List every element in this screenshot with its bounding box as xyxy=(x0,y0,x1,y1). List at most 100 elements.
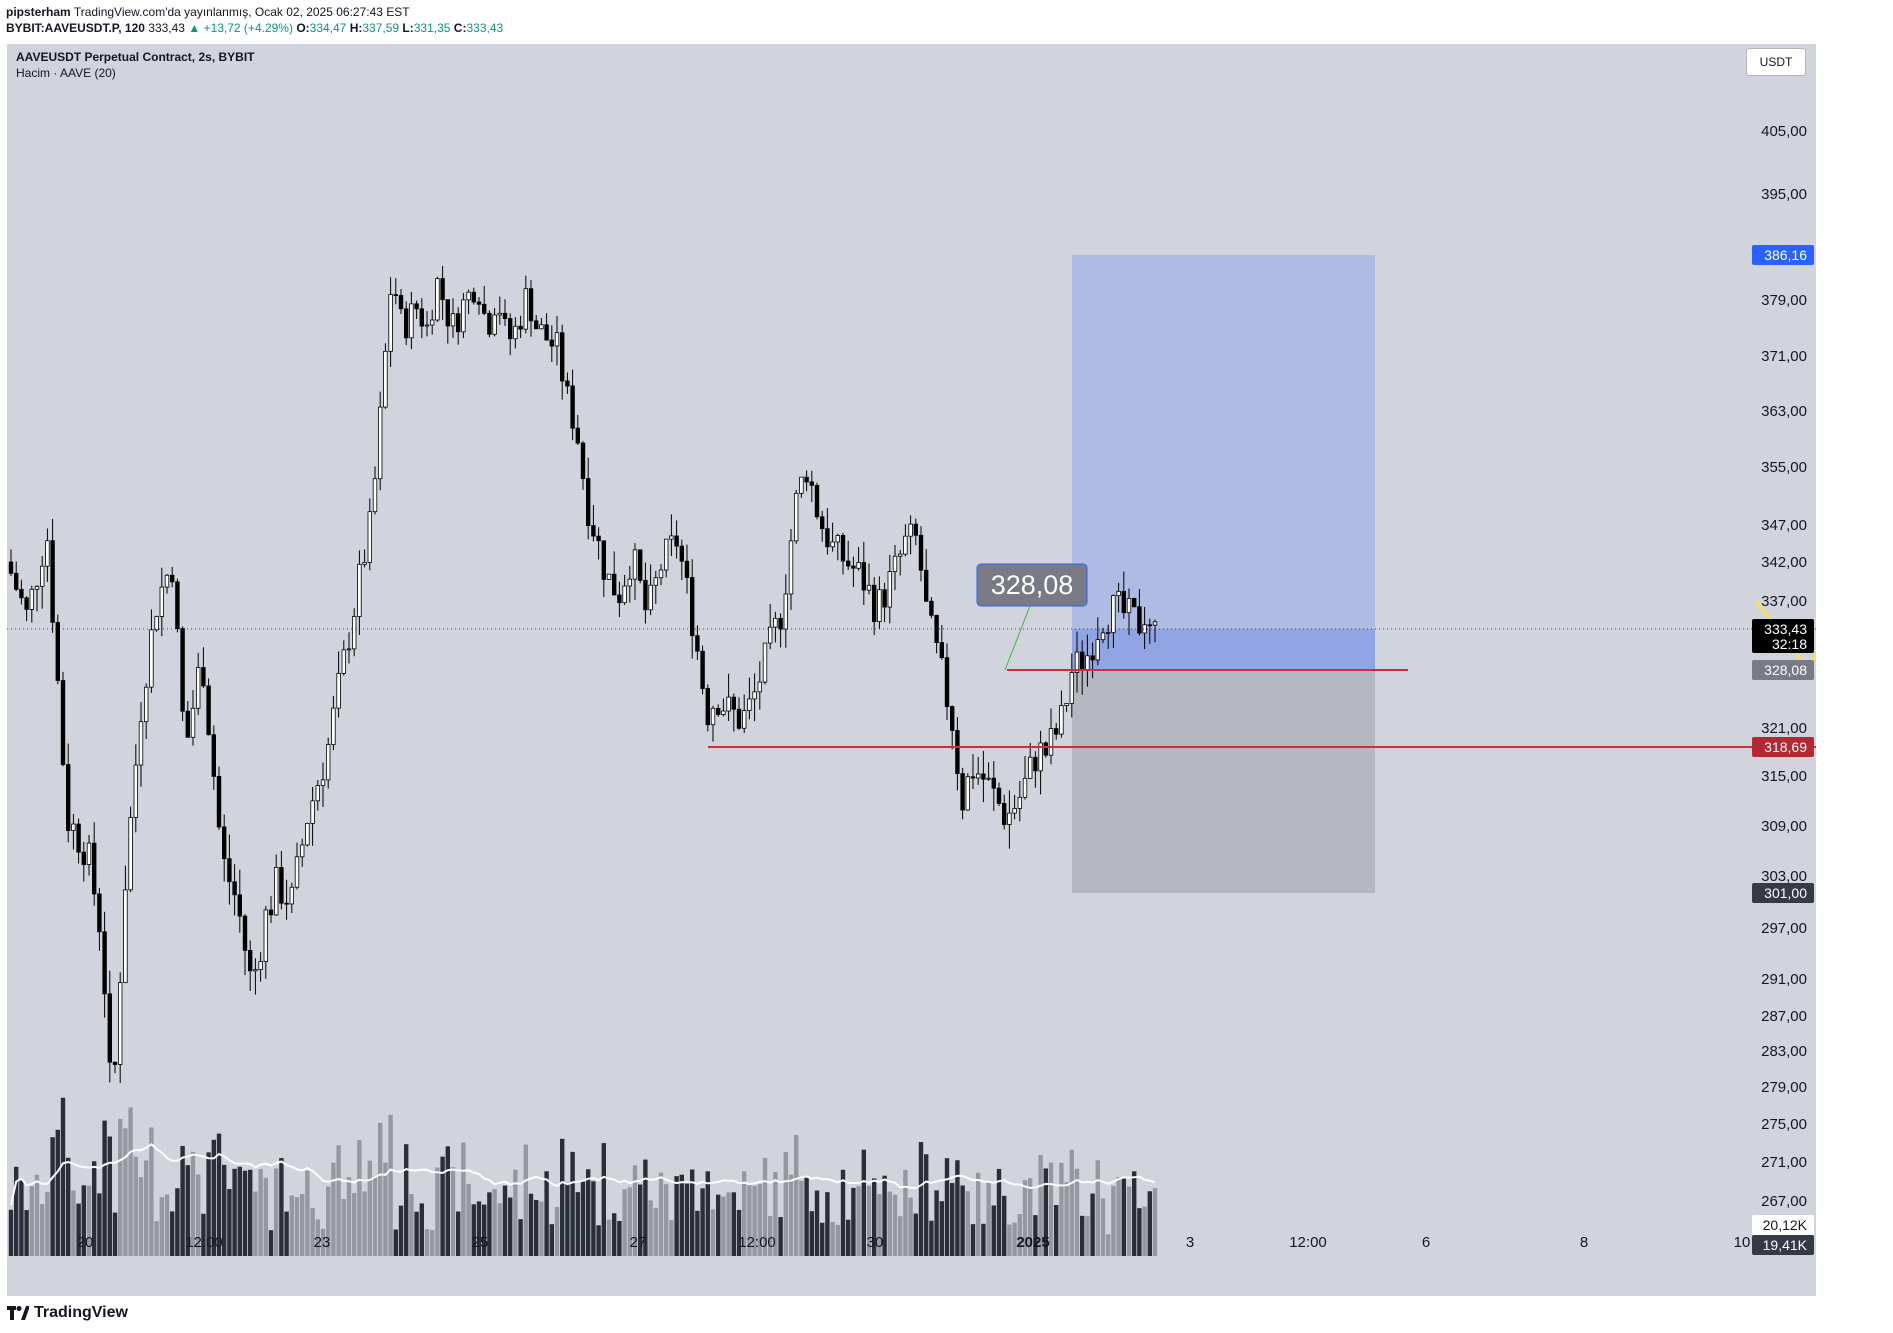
volume-bar xyxy=(60,1097,66,1256)
candle-down xyxy=(944,657,950,707)
candle-up xyxy=(653,577,658,586)
x-axis-tick-label: 20 xyxy=(77,1234,94,1251)
author-name[interactable]: pipsterham xyxy=(6,5,71,19)
volume-bar xyxy=(908,1197,913,1256)
x-axis-tick-label: 2025 xyxy=(1016,1234,1049,1251)
chart-legend-title[interactable]: AAVEUSDT Perpetual Contract, 2s, BYBIT xyxy=(16,50,255,64)
volume-bar xyxy=(1111,1185,1116,1256)
last-price: 333,43 xyxy=(148,21,185,35)
candle-up xyxy=(788,540,794,595)
candle-down xyxy=(175,581,180,629)
header-line-1: pipsterham TradingView.com'da yayınlanmı… xyxy=(6,4,503,20)
price-callout-label: 328,08 xyxy=(991,570,1074,600)
volume-bar xyxy=(1074,1168,1080,1256)
volume-bar xyxy=(471,1204,476,1256)
volume-bar xyxy=(1038,1155,1043,1256)
candle-down xyxy=(76,823,81,853)
candle-up xyxy=(606,573,612,580)
volume-bar xyxy=(996,1168,1002,1256)
candle-up xyxy=(310,800,315,824)
volume-bar xyxy=(1121,1178,1126,1256)
volume-bar xyxy=(846,1219,851,1256)
candle-down xyxy=(403,308,409,339)
volume-bar xyxy=(820,1222,825,1256)
volume-bar xyxy=(523,1144,528,1256)
y-axis-tick-label: 321,00 xyxy=(1761,720,1807,737)
volume-bar xyxy=(1048,1162,1054,1256)
currency-button[interactable]: USDT xyxy=(1746,48,1806,76)
candle-down xyxy=(414,303,419,310)
volume-bar xyxy=(336,1145,341,1256)
volume-bar xyxy=(346,1177,352,1256)
candle-down xyxy=(455,313,461,333)
volume-legend[interactable]: Hacim · AAVE (20) xyxy=(16,66,116,80)
candle-up xyxy=(1126,598,1132,614)
volume-bar xyxy=(1064,1182,1069,1256)
candle-up xyxy=(429,319,435,326)
volume-bar xyxy=(398,1205,404,1256)
chart-area[interactable]: 328,08 405,00 395,00 379,00 371,00 363,00 355… xyxy=(7,44,1816,1296)
candle-down xyxy=(872,584,877,623)
volume-bar xyxy=(892,1194,898,1256)
price-tag-label: 301,00 xyxy=(1764,885,1807,901)
candle-up xyxy=(367,511,372,563)
candle-down xyxy=(185,710,190,738)
volume-bar xyxy=(679,1174,684,1256)
volume-bar xyxy=(638,1184,643,1256)
candle-up xyxy=(273,867,279,916)
candle-down xyxy=(201,667,206,687)
x-axis-tick-label: 8 xyxy=(1580,1234,1588,1251)
chart-svg[interactable]: 328,08 405,00 395,00 379,00 371,00 363,00 355… xyxy=(7,44,1816,1296)
y-axis-tick-label: 395,00 xyxy=(1761,186,1807,203)
candle-up xyxy=(1095,639,1100,661)
y-axis-tick-label: 347,00 xyxy=(1761,517,1807,534)
volume-bar xyxy=(8,1209,14,1256)
candle-down xyxy=(580,442,586,479)
volume-bar xyxy=(544,1171,549,1256)
volume-bar xyxy=(1137,1208,1142,1256)
candle-up xyxy=(658,569,664,579)
candle-down xyxy=(981,773,986,780)
volume-bar xyxy=(133,1156,138,1256)
candle-up xyxy=(118,982,123,1065)
candle-down xyxy=(216,776,222,828)
candle-up xyxy=(341,649,346,674)
candle-up xyxy=(466,291,471,301)
volume-bar xyxy=(622,1189,627,1256)
volume-bar xyxy=(924,1154,929,1256)
y-axis-tick-label: 371,00 xyxy=(1761,348,1807,365)
volume-ma-tag xyxy=(1752,1215,1814,1235)
candle-up xyxy=(1012,808,1017,814)
volume-bar xyxy=(877,1193,882,1256)
volume-bar xyxy=(430,1230,435,1256)
volume-bar xyxy=(643,1159,648,1256)
candle-down xyxy=(996,787,1002,804)
candle-up xyxy=(622,585,627,604)
candle-down xyxy=(565,380,570,387)
candle-up xyxy=(289,886,294,905)
volume-bar xyxy=(81,1185,86,1256)
candle-down xyxy=(518,325,523,330)
volume-bar xyxy=(762,1157,768,1256)
candle-up xyxy=(539,324,544,330)
candle-down xyxy=(1132,598,1137,608)
volume-bar xyxy=(320,1228,326,1256)
x-axis-tick-label: 12:00 xyxy=(185,1234,223,1251)
volume-bar xyxy=(263,1177,268,1256)
candle-up xyxy=(742,710,747,729)
volume-bar xyxy=(773,1171,778,1256)
candle-up xyxy=(835,535,840,543)
volume-bar xyxy=(929,1220,934,1256)
volume-bar xyxy=(658,1172,664,1256)
candle-up xyxy=(976,773,981,779)
volume-bar xyxy=(71,1190,76,1256)
candle-up xyxy=(1085,655,1090,671)
volume-bar xyxy=(955,1160,960,1256)
candle-down xyxy=(736,708,742,729)
volume-bar xyxy=(596,1225,601,1256)
candle-down xyxy=(169,574,175,583)
candle-up xyxy=(331,707,336,745)
candle-down xyxy=(1137,606,1142,634)
volume-bar xyxy=(450,1167,456,1256)
price-tag xyxy=(1752,245,1814,265)
